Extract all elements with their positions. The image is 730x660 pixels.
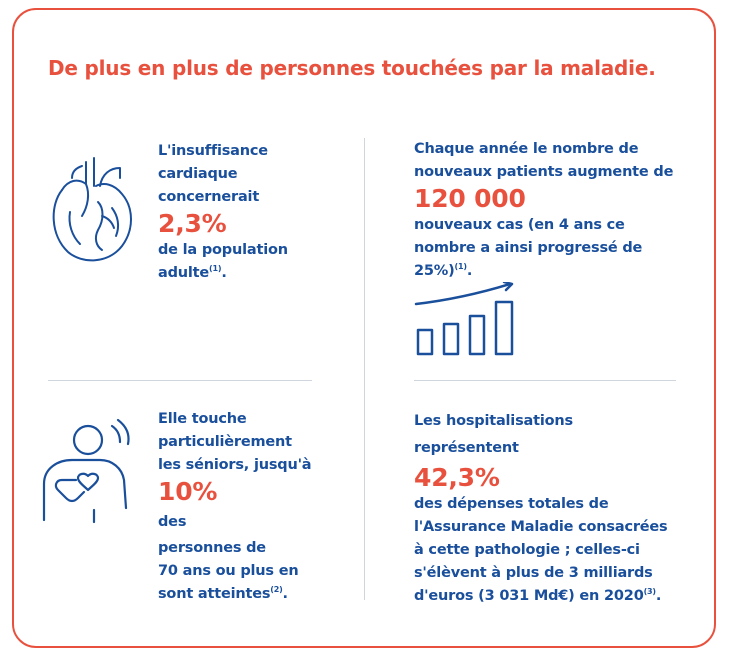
patients-line5-wrap: 25%)(1). [414,260,673,283]
heart-end: . [221,265,227,281]
hospital-text: Les hospitalisations représentent 42,3% … [414,410,668,608]
vertical-divider [364,138,365,600]
horizontal-divider-right [414,380,676,381]
heart-line5: adulte [158,265,210,281]
seniors-line5: 70 ans ou plus en [158,563,299,579]
seniors-text: Elle touche particulièrement les séniors… [158,408,312,606]
growth-bar-1 [416,328,434,356]
seniors-value-wrap: 10% des [158,477,311,537]
hospital-value: 42,3% [414,463,500,492]
hospital-line1: Les hospitalisations [414,413,573,429]
hospital-line7: d'euros (3 031 Md€) en 2020 [414,588,644,604]
heart-text: L'insuffisance cardiaque concernerait 2,… [158,140,288,285]
hospital-line4: l'Assurance Maladie consacrées [414,519,668,535]
patients-value: 120 000 [414,184,526,213]
patients-line3: nouveaux cas (en 4 ans ce [414,217,625,233]
patients-end: . [466,263,473,279]
heart-line5-wrap: adulte(1). [158,262,288,285]
heart-value: 2,3% [158,209,227,238]
seniors-line6: sont atteintes [158,586,271,602]
patients-text: Chaque année le nombre de nouveaux patie… [414,138,673,283]
infographic-card [12,8,716,648]
patients-ref: (1) [454,262,467,272]
growth-bar-4 [494,300,514,356]
patients-line1: Chaque année le nombre de [414,141,639,157]
seniors-line2: particulièrement [158,434,292,450]
seniors-end: . [282,586,289,602]
seniors-line3: les séniors, jusqu'à [158,457,312,473]
heart-line3: concernerait [158,189,260,205]
heart-line1: L'insuffisance [158,143,268,159]
growth-bar-chart-icon [414,282,514,356]
hospital-ref: (3) [643,587,656,597]
seniors-line1: Elle touche [158,411,247,427]
heart-organ-icon [52,157,132,262]
seniors-value-after: des [158,514,187,530]
hospital-end: . [655,588,662,604]
seniors-ref: (2) [270,585,283,595]
seniors-line6-wrap: sont atteintes(2). [158,583,311,606]
page-title: De plus en plus de personnes touchées pa… [48,56,656,80]
hospital-line3: des dépenses totales de [414,496,609,512]
horizontal-divider-left [48,380,312,381]
person-heart-icon [42,418,130,524]
patients-line4: nombre a ainsi progressé de [414,240,643,256]
heart-ref: (1) [209,264,222,274]
heart-line2: cardiaque [158,166,238,182]
hospital-line5: à cette pathologie ; celles-ci [414,542,640,558]
heart-line4: de la population [158,242,288,258]
seniors-value: 10% [158,477,218,506]
hospital-line7-wrap: d'euros (3 031 Md€) en 2020(3). [414,585,668,608]
patients-line2: nouveaux patients augmente de [414,164,674,180]
growth-bar-2 [442,322,460,356]
hospital-value-wrap: représentent 42,3% [414,433,668,493]
seniors-line4: personnes de [158,540,266,556]
growth-bar-3 [468,314,486,356]
patients-line5: 25%) [414,263,455,279]
hospital-line2-prefix: représentent [414,440,519,456]
hospital-line6: s'élèvent à plus de 3 milliards [414,565,653,581]
